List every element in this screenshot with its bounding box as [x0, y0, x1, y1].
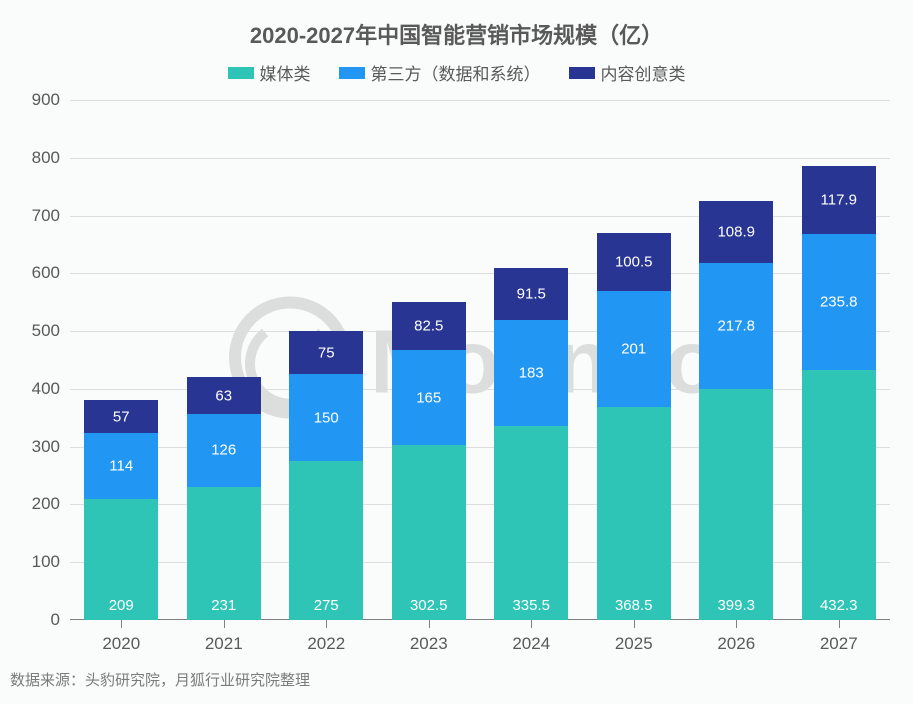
bar-segment: 108.9 [699, 201, 773, 264]
bar-segment: 235.8 [802, 234, 876, 370]
y-tick-label: 900 [10, 90, 60, 110]
x-tick-label: 2024 [486, 634, 576, 654]
legend-item: 第三方（数据和系统） [339, 60, 541, 85]
legend-swatch [339, 67, 365, 79]
chart-title: 2020-2027年中国智能营销市场规模（亿） [0, 18, 913, 50]
bar-value-label: 150 [289, 409, 363, 426]
data-source-label: 数据来源：头豹研究院，月狐行业研究院整理 [10, 669, 310, 690]
x-tick-label: 2020 [76, 634, 166, 654]
y-tick-label: 400 [10, 379, 60, 399]
y-tick-label: 300 [10, 437, 60, 457]
bar-value-label: 75 [289, 344, 363, 361]
x-tick-label: 2022 [281, 634, 371, 654]
bar-segment: 335.5 [494, 426, 568, 620]
y-tick-label: 100 [10, 552, 60, 572]
bar-value-label: 114 [84, 458, 158, 475]
bar-segment: 117.9 [802, 166, 876, 234]
x-tick-label: 2025 [589, 634, 679, 654]
x-tick [121, 620, 122, 628]
x-tick [224, 620, 225, 628]
legend-label: 内容创意类 [601, 60, 686, 85]
y-tick-label: 500 [10, 321, 60, 341]
bar-segment: 201 [597, 291, 671, 407]
y-tick-label: 600 [10, 263, 60, 283]
legend-item: 媒体类 [228, 60, 311, 85]
bar-value-label: 399.3 [699, 597, 773, 614]
gridline [70, 100, 890, 101]
bar-value-label: 57 [84, 408, 158, 425]
x-tick [736, 620, 737, 628]
legend-label: 第三方（数据和系统） [371, 60, 541, 85]
bar-segment: 82.5 [392, 302, 466, 350]
bar-value-label: 201 [597, 341, 671, 358]
x-tick [531, 620, 532, 628]
bar-segment: 209 [84, 499, 158, 620]
legend-item: 内容创意类 [569, 60, 686, 85]
bar-value-label: 368.5 [597, 597, 671, 614]
legend-swatch [228, 67, 254, 79]
bar-value-label: 117.9 [802, 191, 876, 208]
bar-value-label: 63 [187, 387, 261, 404]
bar-segment: 63 [187, 377, 261, 413]
bar-segment: 183 [494, 320, 568, 426]
bar-segment: 100.5 [597, 233, 671, 291]
chart-plot-area: MoonFox 01002003004005006007008009002020… [70, 100, 890, 620]
x-tick [634, 620, 635, 628]
bar-value-label: 302.5 [392, 597, 466, 614]
x-tick-label: 2027 [794, 634, 884, 654]
bar-segment: 399.3 [699, 389, 773, 620]
bar-value-label: 82.5 [392, 318, 466, 335]
bar-value-label: 235.8 [802, 294, 876, 311]
bar-segment: 368.5 [597, 407, 671, 620]
bar-segment: 91.5 [494, 268, 568, 321]
legend-label: 媒体类 [260, 60, 311, 85]
bar-value-label: 231 [187, 597, 261, 614]
bar-segment: 432.3 [802, 370, 876, 620]
bar-value-label: 275 [289, 597, 363, 614]
bar-value-label: 217.8 [699, 318, 773, 335]
bar-value-label: 108.9 [699, 224, 773, 241]
x-tick [429, 620, 430, 628]
y-tick-label: 200 [10, 494, 60, 514]
bar-value-label: 100.5 [597, 253, 671, 270]
chart-legend: 媒体类 第三方（数据和系统） 内容创意类 [0, 60, 913, 85]
bar-segment: 57 [84, 400, 158, 433]
bar-segment: 114 [84, 433, 158, 499]
y-tick-label: 800 [10, 148, 60, 168]
x-tick-label: 2021 [179, 634, 269, 654]
bar-segment: 126 [187, 414, 261, 487]
bar-segment: 75 [289, 331, 363, 374]
bar-value-label: 209 [84, 597, 158, 614]
x-tick-label: 2023 [384, 634, 474, 654]
bar-value-label: 432.3 [802, 597, 876, 614]
y-tick-label: 0 [10, 610, 60, 630]
bar-segment: 231 [187, 487, 261, 620]
bar-value-label: 126 [187, 442, 261, 459]
x-tick [839, 620, 840, 628]
legend-swatch [569, 67, 595, 79]
gridline [70, 158, 890, 159]
y-tick-label: 700 [10, 206, 60, 226]
x-tick [326, 620, 327, 628]
bar-value-label: 91.5 [494, 286, 568, 303]
bar-value-label: 165 [392, 389, 466, 406]
bar-value-label: 183 [494, 365, 568, 382]
x-tick-label: 2026 [691, 634, 781, 654]
bar-segment: 165 [392, 350, 466, 445]
bar-segment: 150 [289, 374, 363, 461]
chart-container: 2020-2027年中国智能营销市场规模（亿） 媒体类 第三方（数据和系统） 内容创… [0, 0, 913, 704]
bar-segment: 275 [289, 461, 363, 620]
bar-value-label: 335.5 [494, 597, 568, 614]
bar-segment: 217.8 [699, 263, 773, 389]
bar-segment: 302.5 [392, 445, 466, 620]
